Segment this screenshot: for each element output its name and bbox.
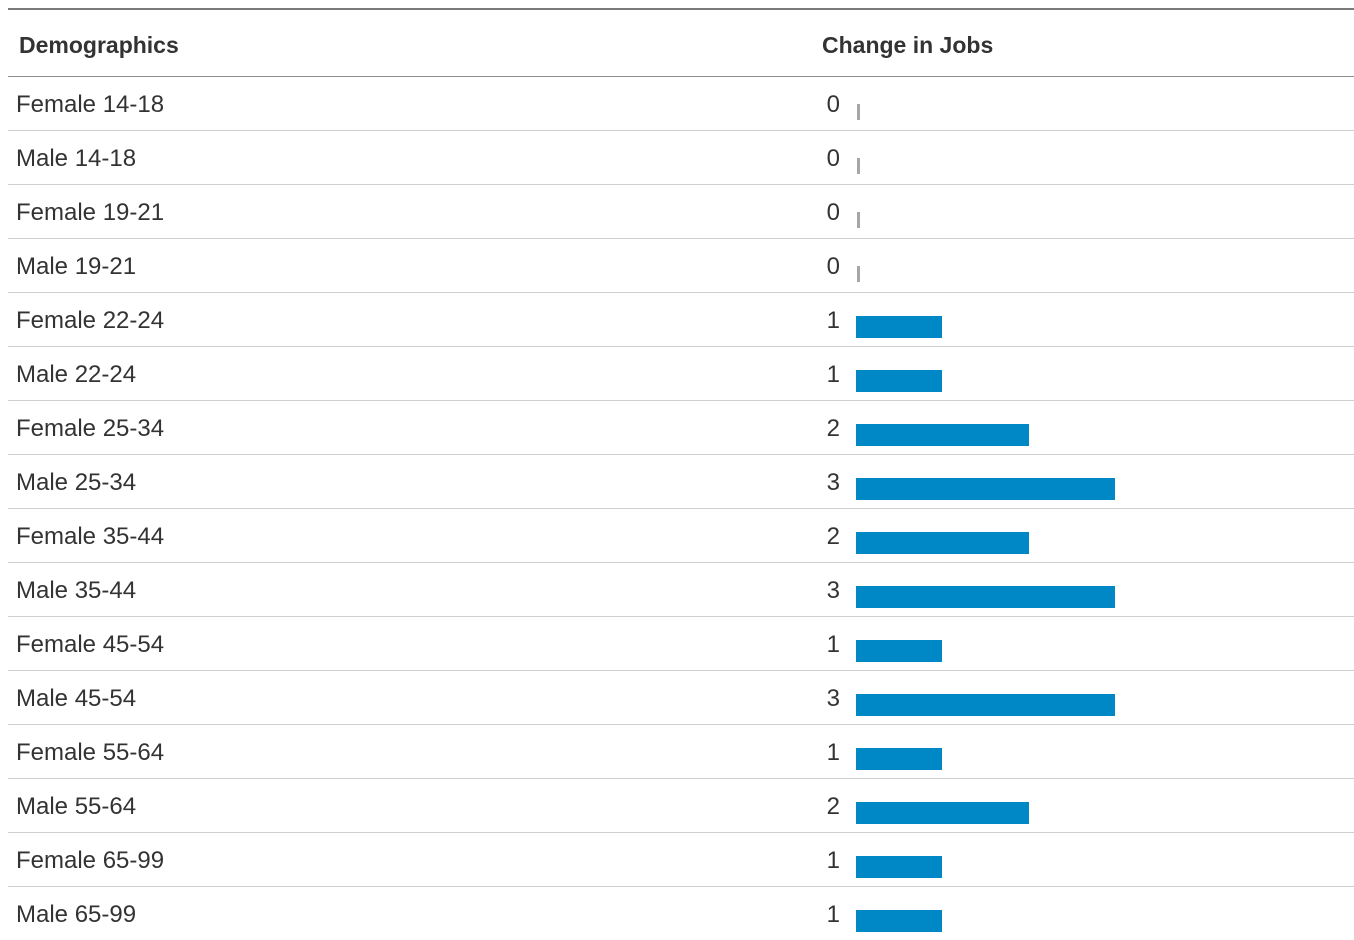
zero-marker [857,158,860,174]
zero-marker [857,266,860,282]
table-row: Female 35-44 2 [8,509,1354,563]
row-label: Male 22-24 [16,361,137,388]
table-row: Female 45-54 1 [8,617,1354,671]
row-label: Male 65-99 [16,901,137,928]
row-label: Female 45-54 [16,631,165,658]
row-label: Male 45-54 [16,685,137,712]
row-value: 0 [826,199,840,226]
row-value: 1 [826,739,840,766]
row-value: 3 [826,685,840,712]
table-row: Female 19-21 0 [8,185,1354,239]
table-row: Male 22-24 1 [8,347,1354,401]
table-row: Male 45-54 3 [8,671,1354,725]
row-value: 1 [826,901,840,928]
change-in-jobs-header: Change in Jobs [822,32,994,58]
row-value: 2 [826,415,840,442]
row-value: 1 [826,361,840,388]
bar [856,802,1029,824]
table-row: Female 25-34 2 [8,401,1354,455]
bar [856,748,942,770]
table-row: Male 65-99 1 [8,887,1354,940]
table-body: Female 14-18 0 Male 14-18 0 Female 19-21 0 Mal… [8,77,1354,940]
table-header: Demographics Change in Jobs [8,10,1354,77]
bar [856,586,1115,608]
row-value: 2 [826,523,840,550]
table-row: Female 65-99 1 [8,833,1354,887]
bar [856,856,942,878]
row-label: Male 14-18 [16,145,137,172]
row-label: Female 25-34 [16,415,165,442]
row-value: 3 [826,577,840,604]
table-row: Male 25-34 3 [8,455,1354,509]
demographics-header: Demographics [19,32,179,58]
zero-marker [857,104,860,120]
row-label: Female 65-99 [16,847,165,874]
bar [856,478,1115,500]
table-row: Male 55-64 2 [8,779,1354,833]
table-row: Female 55-64 1 [8,725,1354,779]
row-value: 0 [826,253,840,280]
row-value: 0 [826,145,840,172]
row-label: Male 19-21 [16,253,137,280]
table-row: Female 22-24 1 [8,293,1354,347]
bar [856,694,1115,716]
row-value: 3 [826,469,840,496]
table-row: Male 14-18 0 [8,131,1354,185]
bar [856,316,942,338]
row-value: 1 [826,307,840,334]
row-label: Female 19-21 [16,199,165,226]
bar [856,640,942,662]
row-label: Male 55-64 [16,793,137,820]
row-label: Female 22-24 [16,307,165,334]
row-label: Male 25-34 [16,469,137,496]
bar [856,370,942,392]
table-row: Male 35-44 3 [8,563,1354,617]
bar [856,910,942,932]
bar [856,532,1029,554]
row-value: 0 [826,91,840,118]
row-label: Female 35-44 [16,523,165,550]
demographics-table: Demographics Change in Jobs Female 14-18… [8,8,1354,940]
row-label: Male 35-44 [16,577,137,604]
row-label: Female 14-18 [16,91,165,118]
table-row: Female 14-18 0 [8,77,1354,131]
zero-marker [857,212,860,228]
bar [856,424,1029,446]
row-value: 1 [826,631,840,658]
row-value: 2 [826,793,840,820]
row-label: Female 55-64 [16,739,165,766]
row-value: 1 [826,847,840,874]
table-row: Male 19-21 0 [8,239,1354,293]
